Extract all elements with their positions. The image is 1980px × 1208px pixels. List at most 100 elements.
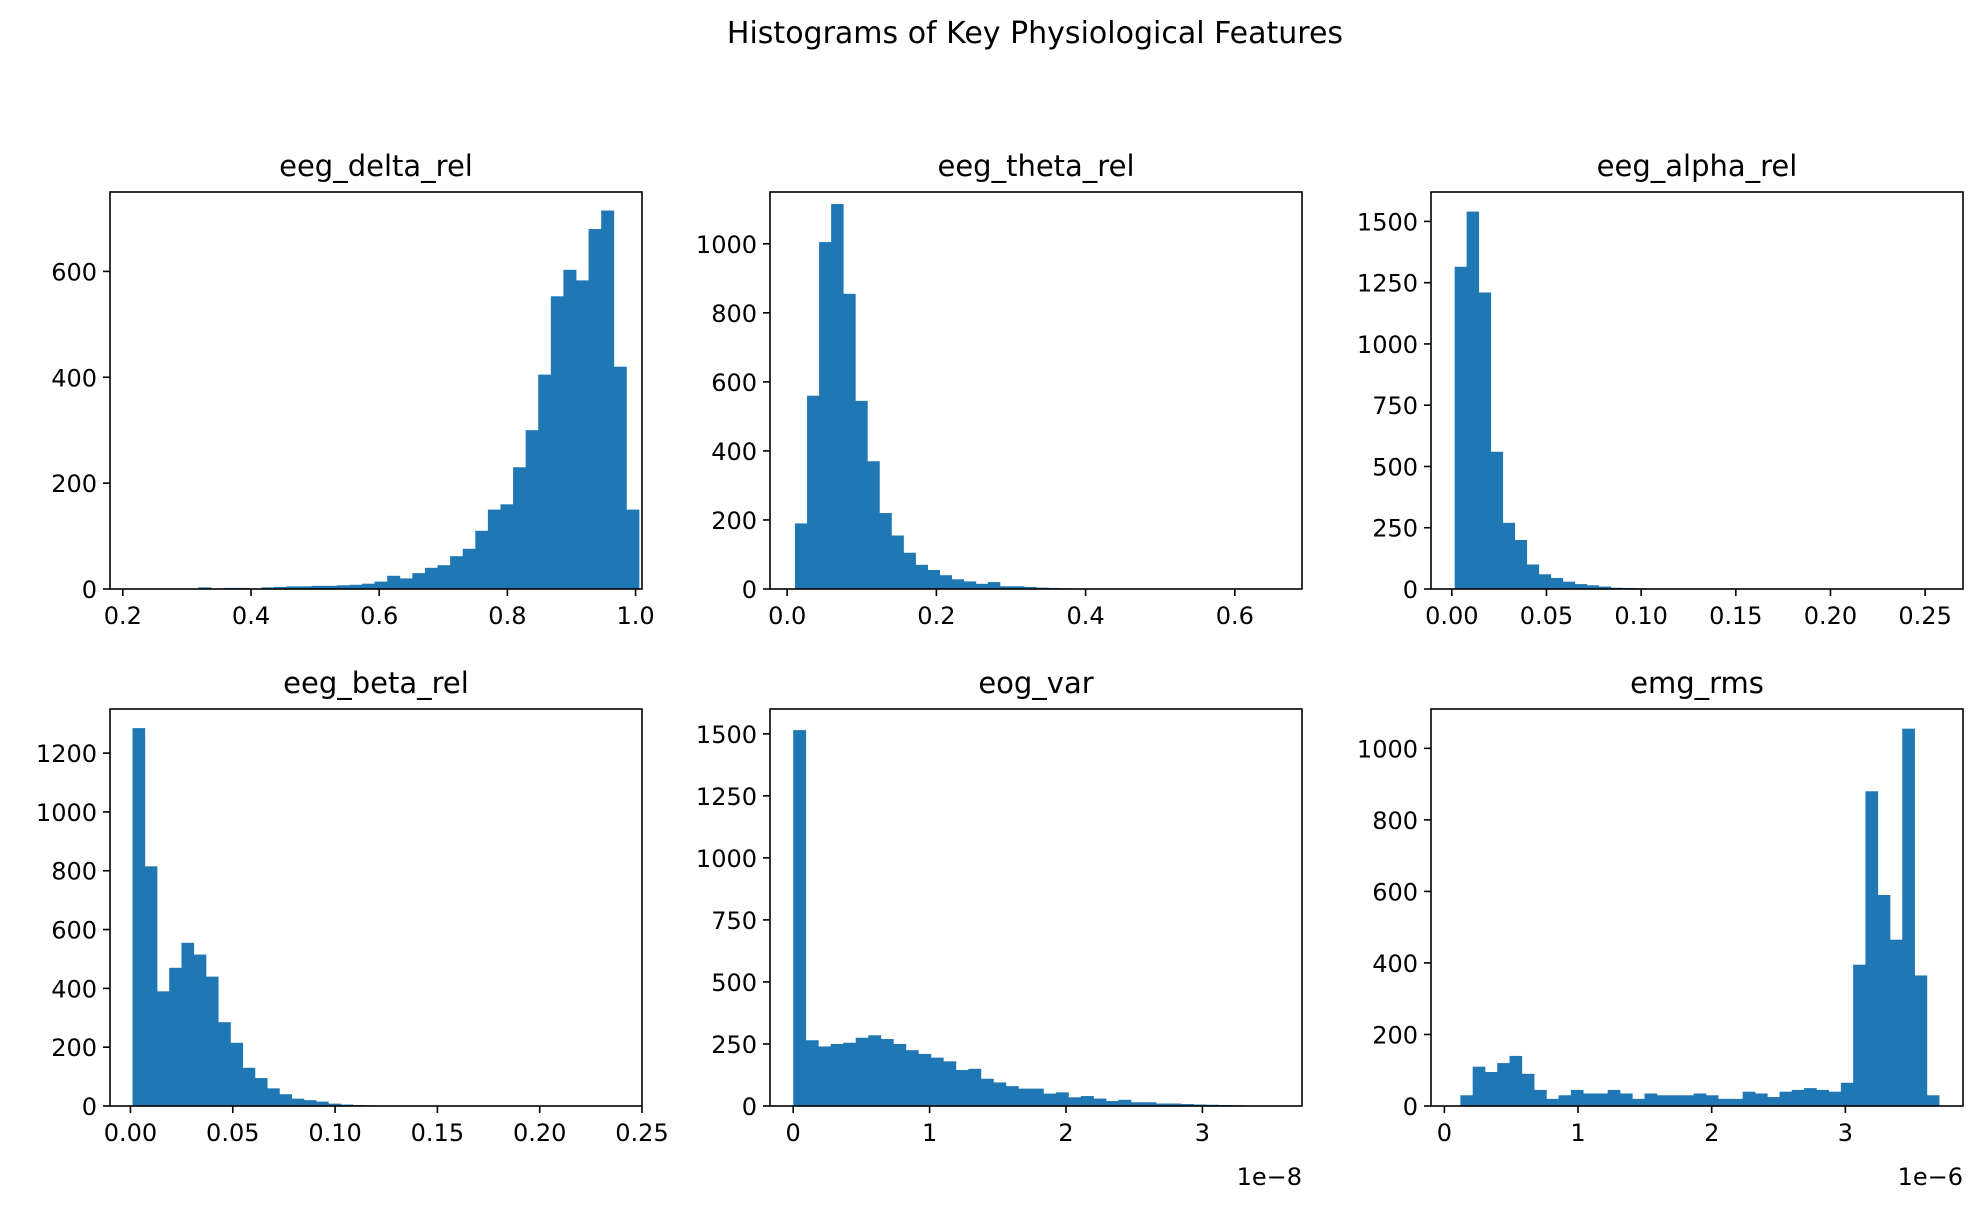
histogram-bar: [1779, 1091, 1793, 1106]
histogram-bar: [1521, 1073, 1535, 1106]
histogram-bar: [943, 1061, 957, 1106]
y-tick-label: 0: [742, 576, 757, 604]
x-tick-label: 3: [1838, 1119, 1853, 1147]
histogram-bar: [538, 374, 552, 589]
y-tick-label: 400: [51, 364, 97, 392]
subplot-eeg-theta-rel: eeg_theta_rel 0.0 0.2 0.4 0.6 0 200 400 600 800 10…: [696, 149, 1303, 630]
histogram-bar: [242, 1067, 256, 1106]
histogram-bar: [205, 976, 219, 1106]
y-tick-label: 1000: [1357, 331, 1418, 359]
histogram-bar: [1669, 1095, 1682, 1106]
histogram-bar: [1497, 1063, 1510, 1106]
subplot-title: emg_rms: [1630, 666, 1764, 700]
x-tick-label: 2: [1058, 1119, 1073, 1147]
histogram-bar: [181, 942, 195, 1106]
histogram-bar: [867, 461, 880, 589]
histogram-bar: [218, 1022, 231, 1106]
y-tick-label: 800: [51, 858, 97, 886]
histogram-bar: [1105, 1101, 1119, 1106]
histogram-bar: [450, 556, 464, 589]
histogram-bar: [1865, 791, 1879, 1106]
histogram-bar: [1583, 1093, 1596, 1106]
histogram-bar: [1538, 574, 1552, 589]
subplot-title: eeg_theta_rel: [937, 149, 1134, 183]
y-tick-label: 1500: [696, 721, 757, 749]
histogram-bar: [1130, 1102, 1144, 1106]
histogram-bar: [963, 581, 977, 589]
histogram-bar: [1472, 1066, 1486, 1106]
histogram-bar: [374, 581, 388, 589]
histogram-bar: [387, 575, 401, 589]
x-tick-label: 0.4: [232, 602, 270, 630]
histogram-bar: [939, 575, 953, 589]
histogram-bar: [193, 954, 207, 1106]
y-tick-label: 600: [51, 917, 97, 945]
y-tick-label: 1250: [1357, 270, 1418, 298]
histogram-bar: [156, 991, 170, 1106]
histogram-bar: [1466, 211, 1480, 590]
histogram-bar: [1840, 1082, 1854, 1106]
histogram-bar: [1143, 1102, 1157, 1106]
histogram-bar: [818, 1046, 832, 1106]
y-tick-label: 800: [1372, 807, 1418, 835]
histogram-bar: [1550, 577, 1564, 589]
histogram-bar: [462, 548, 476, 589]
histogram-bar: [868, 1035, 882, 1106]
axes-frame: [769, 191, 1303, 590]
x-tick-label: 0.20: [1804, 602, 1857, 630]
histogram-bar: [513, 467, 527, 589]
histogram-bar: [807, 395, 820, 589]
y-tick-label: 500: [711, 969, 757, 997]
subplot-emg-rms: emg_rms 0 1 2 3 0 200 400 600 800 1000 1e−6: [1357, 666, 1964, 1191]
subplot-title: eeg_beta_rel: [283, 666, 469, 700]
histogram-bar: [1598, 586, 1612, 589]
histogram-bar: [955, 1070, 969, 1106]
subplot-eeg-delta-rel: eeg_delta_rel 0.2 0.4 0.6 0.8 1.0 0 200 400 600: [51, 149, 654, 630]
histogram-bar: [1828, 1091, 1842, 1106]
histogram-bar: [626, 509, 640, 589]
histogram-bars: [794, 204, 1278, 589]
histogram-bar: [1607, 1089, 1621, 1106]
histogram-bar: [980, 1078, 994, 1106]
x-tick-label: 0.25: [1898, 602, 1951, 630]
y-tick-label: 400: [711, 438, 757, 466]
histogram-bar: [1914, 975, 1928, 1106]
histogram-bars: [198, 210, 640, 589]
histogram-bar: [1180, 1104, 1194, 1106]
histogram-bar: [1791, 1089, 1805, 1106]
x-tick-label: 0.00: [104, 1119, 157, 1147]
histogram-bar: [324, 585, 338, 589]
y-tick-label: 750: [1372, 392, 1418, 420]
axes-frame: [1430, 708, 1964, 1107]
x-tick-label: 0.20: [513, 1119, 566, 1147]
histogram-bar: [279, 1094, 292, 1106]
histogram-bar: [1478, 292, 1492, 589]
histogram-bar: [328, 1103, 341, 1106]
histogram-bar: [1502, 522, 1516, 589]
histogram-bar: [1562, 581, 1576, 589]
subplot-title: eog_var: [978, 666, 1093, 700]
x-tick-label: 0.2: [104, 602, 142, 630]
subplot-title: eeg_alpha_rel: [1597, 149, 1798, 183]
histogram-bar: [951, 579, 965, 589]
histogram-bar: [399, 578, 413, 589]
histogram-bar: [424, 567, 438, 589]
y-tick-label: 1000: [696, 231, 757, 259]
histogram-bar: [999, 586, 1013, 589]
histogram-bar: [286, 586, 300, 589]
histogram-bar: [1681, 1095, 1695, 1106]
histogram-bar: [1742, 1091, 1756, 1106]
histogram-bar: [576, 280, 589, 589]
histogram-bar: [1534, 1089, 1547, 1106]
axes-frame: [1430, 191, 1964, 590]
x-tick-label: 2: [1704, 1119, 1719, 1147]
histogram-bar: [1889, 939, 1903, 1106]
histogram-bar: [1093, 1098, 1107, 1106]
histogram-bar: [1853, 964, 1866, 1106]
x-tick-label: 0.10: [1614, 602, 1667, 630]
histogram-bar: [1644, 1093, 1658, 1106]
x-tick-label: 1: [922, 1119, 937, 1147]
histogram-bar: [412, 573, 426, 589]
histogram-bar: [1011, 586, 1025, 589]
